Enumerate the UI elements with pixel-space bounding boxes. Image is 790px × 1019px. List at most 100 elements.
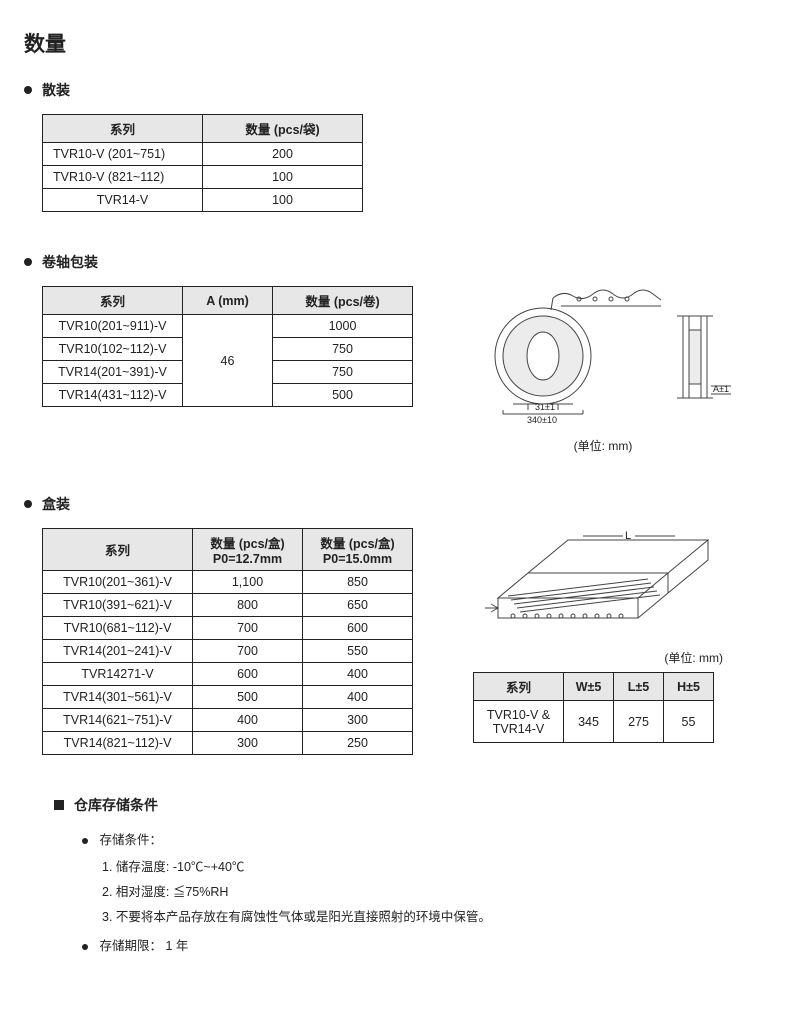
table-row: TVR14(621~751)-V400300: [43, 709, 413, 732]
cell: TVR10(201~911)-V: [43, 315, 183, 338]
cell: 400: [303, 663, 413, 686]
cell: 750: [273, 338, 413, 361]
unit-note: (单位: mm): [473, 649, 733, 666]
cell: TVR14(821~112)-V: [43, 732, 193, 755]
th-series: 系列: [43, 287, 183, 315]
cell: 800: [193, 594, 303, 617]
th-l: L±5: [614, 673, 664, 701]
cell: 300: [303, 709, 413, 732]
storage-cond-label: 存储条件：: [99, 833, 162, 847]
page-title: 数量: [24, 28, 766, 58]
th-w: W±5: [564, 673, 614, 701]
th-series: 系列: [43, 529, 193, 571]
bullet-icon: [24, 86, 32, 94]
square-bullet-icon: [54, 800, 64, 810]
storage-title: 仓库存储条件: [74, 795, 158, 815]
dim-L: L: [625, 530, 631, 542]
reel-diagram: 31±1 340±10 A±1 (单位: mm): [473, 286, 733, 454]
cell: 550: [303, 640, 413, 663]
section-reel-heading: 卷轴包装: [24, 252, 766, 272]
th-a: A (mm): [183, 287, 273, 315]
cell: 200: [203, 143, 363, 166]
unit-note: (单位: mm): [473, 437, 733, 454]
cell: 300: [193, 732, 303, 755]
box-table: 系列 数量 (pcs/盒) P0=12.7mm 数量 (pcs/盒) P0=15…: [42, 528, 413, 755]
th-h: H±5: [664, 673, 714, 701]
table-row: TVR14271-V600400: [43, 663, 413, 686]
bullet-icon: [82, 944, 88, 950]
storage-item: 1. 储存温度: -10℃~+40℃: [102, 856, 766, 875]
cell: 1000: [273, 315, 413, 338]
cell: 700: [193, 617, 303, 640]
table-row: TVR10(201~911)-V 46 1000: [43, 315, 413, 338]
th-qty: 数量 (pcs/卷): [273, 287, 413, 315]
cell: TVR14(201~241)-V: [43, 640, 193, 663]
storage-period-value: 1 年: [165, 939, 188, 953]
cell: 500: [193, 686, 303, 709]
th-qty1: 数量 (pcs/盒) P0=12.7mm: [193, 529, 303, 571]
th-qty: 数量 (pcs/袋): [203, 115, 363, 143]
table-row: TVR14(821~112)-V300250: [43, 732, 413, 755]
cell: 850: [303, 571, 413, 594]
section-bulk-heading: 散装: [24, 80, 766, 100]
table-row: TVR14(201~241)-V700550: [43, 640, 413, 663]
bullet-icon: [24, 500, 32, 508]
bulk-table: 系列 数量 (pcs/袋) TVR10-V (201~751)200 TVR10…: [42, 114, 363, 212]
cell: 250: [303, 732, 413, 755]
cell-merged: 46: [183, 315, 273, 407]
dim-outer: 340±10: [527, 415, 557, 425]
cell: 100: [203, 166, 363, 189]
cell: TVR10-V & TVR14-V: [474, 701, 564, 743]
storage-period-label: 存储期限：: [99, 939, 162, 953]
reel-table: 系列 A (mm) 数量 (pcs/卷) TVR10(201~911)-V 46…: [42, 286, 413, 407]
cell: 600: [303, 617, 413, 640]
cell: 100: [203, 189, 363, 212]
cell: TVR10(391~621)-V: [43, 594, 193, 617]
bullet-icon: [82, 838, 88, 844]
dim-inner: 31±1: [535, 402, 555, 412]
th-qty2: 数量 (pcs/盒) P0=15.0mm: [303, 529, 413, 571]
cell: TVR14271-V: [43, 663, 193, 686]
cell: TVR10(681~112)-V: [43, 617, 193, 640]
th-series: 系列: [474, 673, 564, 701]
cell: TVR10(201~361)-V: [43, 571, 193, 594]
cell: 750: [273, 361, 413, 384]
table-row: TVR14-V100: [43, 189, 363, 212]
table-row: TVR14(301~561)-V500400: [43, 686, 413, 709]
th-series: 系列: [43, 115, 203, 143]
cell: TVR14(201~391)-V: [43, 361, 183, 384]
table-row: TVR10(201~361)-V1,100850: [43, 571, 413, 594]
dim-a: A±1: [713, 384, 729, 394]
box-drawing: L: [473, 528, 733, 638]
section-reel-label: 卷轴包装: [42, 252, 98, 272]
cell: 650: [303, 594, 413, 617]
cell: TVR14(301~561)-V: [43, 686, 193, 709]
table-row: TVR10-V & TVR14-V 345 275 55: [474, 701, 714, 743]
cell: 55: [664, 701, 714, 743]
section-storage-heading: 仓库存储条件: [54, 795, 766, 815]
storage-item: 2. 相对湿度: ≦75%RH: [102, 881, 766, 900]
table-row: TVR10-V (201~751)200: [43, 143, 363, 166]
bullet-icon: [24, 258, 32, 266]
cell: TVR10-V (821~112): [43, 166, 203, 189]
cell: TVR10-V (201~751): [43, 143, 203, 166]
cell: TVR14-V: [43, 189, 203, 212]
cell: TVR14(431~112)-V: [43, 384, 183, 407]
cell: 400: [193, 709, 303, 732]
cell: 275: [614, 701, 664, 743]
cell: 1,100: [193, 571, 303, 594]
section-box-heading: 盒装: [24, 494, 766, 514]
storage-item: 3. 不要将本产品存放在有腐蚀性气体或是阳光直接照射的环境中保管。: [102, 906, 766, 925]
cell: 500: [273, 384, 413, 407]
section-bulk-label: 散装: [42, 80, 70, 100]
cell: TVR14(621~751)-V: [43, 709, 193, 732]
section-box-label: 盒装: [42, 494, 70, 514]
table-row: TVR10-V (821~112)100: [43, 166, 363, 189]
cell: 400: [303, 686, 413, 709]
cell: 345: [564, 701, 614, 743]
table-row: TVR10(391~621)-V800650: [43, 594, 413, 617]
box-dim-table: 系列 W±5 L±5 H±5 TVR10-V & TVR14-V 345 275…: [473, 672, 714, 743]
cell: 700: [193, 640, 303, 663]
cell: TVR10(102~112)-V: [43, 338, 183, 361]
box-diagram-col: L (单位: mm) 系列 W±5 L±5 H±5 TVR10-V & TVR1…: [473, 528, 733, 743]
